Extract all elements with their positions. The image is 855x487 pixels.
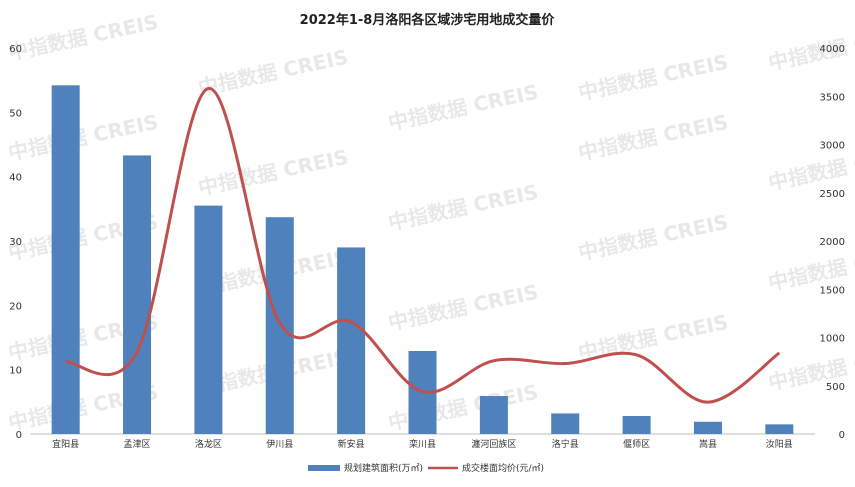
line-path bbox=[65, 87, 781, 404]
left-tick-label: 10 bbox=[9, 366, 22, 377]
legend: 规划建筑面积(万㎡) 成交楼面均价(元/㎡) bbox=[308, 462, 544, 474]
watermark: 中指数据 CREIS bbox=[6, 10, 160, 65]
category-label: 洛龙区 bbox=[195, 438, 222, 450]
right-axis: 0 500 1000 1500 2000 2500 3000 3500 4000 bbox=[820, 44, 845, 441]
watermark: 中指数据 CREIS bbox=[576, 210, 730, 265]
right-tick-label: 2000 bbox=[820, 237, 845, 248]
left-tick-label: 50 bbox=[9, 108, 22, 119]
category-label: 洛宁县 bbox=[552, 438, 579, 450]
left-tick-label: 30 bbox=[9, 237, 22, 248]
chart-title: 2022年1-8月洛阳各区域涉宅用地成交量价 bbox=[300, 12, 556, 28]
bar bbox=[693, 421, 722, 434]
right-tick-label: 0 bbox=[839, 430, 845, 441]
bar bbox=[765, 424, 794, 434]
category-label: 新安县 bbox=[338, 438, 365, 450]
right-tick-label: 1000 bbox=[820, 334, 845, 345]
category-label: 宜阳县 bbox=[52, 438, 79, 450]
bar bbox=[194, 205, 223, 434]
category-label: 汝阳县 bbox=[766, 438, 793, 450]
category-label: 瀍河回族区 bbox=[471, 438, 516, 450]
watermark: 中指数据 CREIS bbox=[576, 110, 730, 165]
left-tick-label: 40 bbox=[9, 173, 22, 184]
category-label: 栾川县 bbox=[409, 438, 436, 450]
bar bbox=[51, 85, 80, 435]
bar bbox=[622, 415, 651, 434]
category-label: 伊川县 bbox=[266, 438, 293, 450]
watermark: 中指数据 CREIS bbox=[576, 50, 730, 105]
right-tick-label: 2500 bbox=[820, 189, 845, 200]
watermark: 中指数据 CREIS bbox=[196, 45, 350, 100]
bar bbox=[479, 396, 508, 434]
legend-swatch-bar bbox=[308, 465, 340, 471]
legend-label-bar: 规划建筑面积(万㎡) bbox=[344, 462, 423, 474]
watermark: 中指数据 CREIS bbox=[196, 145, 350, 200]
right-tick-label: 4000 bbox=[820, 44, 845, 55]
watermark: 中指数据 CREIS bbox=[386, 80, 540, 135]
right-tick-label: 500 bbox=[826, 382, 845, 393]
watermark: 中指数据 CREIS bbox=[386, 280, 540, 335]
category-axis: 宜阳县 孟津区 洛龙区 伊川县 新安县 栾川县 瀍河回族区 洛宁县 偃师区 嵩县 汝阳县 bbox=[52, 438, 793, 450]
category-label: 嵩县 bbox=[699, 439, 717, 450]
category-label: 偃师区 bbox=[623, 438, 650, 450]
right-tick-label: 3500 bbox=[820, 92, 845, 103]
bar bbox=[337, 247, 366, 434]
left-tick-label: 20 bbox=[9, 301, 22, 312]
legend-label-line: 成交楼面均价(元/㎡) bbox=[462, 462, 544, 474]
right-tick-label: 3000 bbox=[820, 141, 845, 152]
right-tick-label: 1500 bbox=[820, 285, 845, 296]
line-series bbox=[65, 87, 781, 404]
category-label: 孟津区 bbox=[124, 439, 151, 450]
watermark: 中指数据 CREIS bbox=[386, 180, 540, 235]
bar bbox=[123, 155, 152, 435]
left-tick-label: 0 bbox=[16, 430, 22, 441]
left-tick-label: 60 bbox=[9, 44, 22, 55]
bar bbox=[551, 413, 580, 434]
left-axis: 0 10 20 30 40 50 60 bbox=[9, 44, 22, 441]
